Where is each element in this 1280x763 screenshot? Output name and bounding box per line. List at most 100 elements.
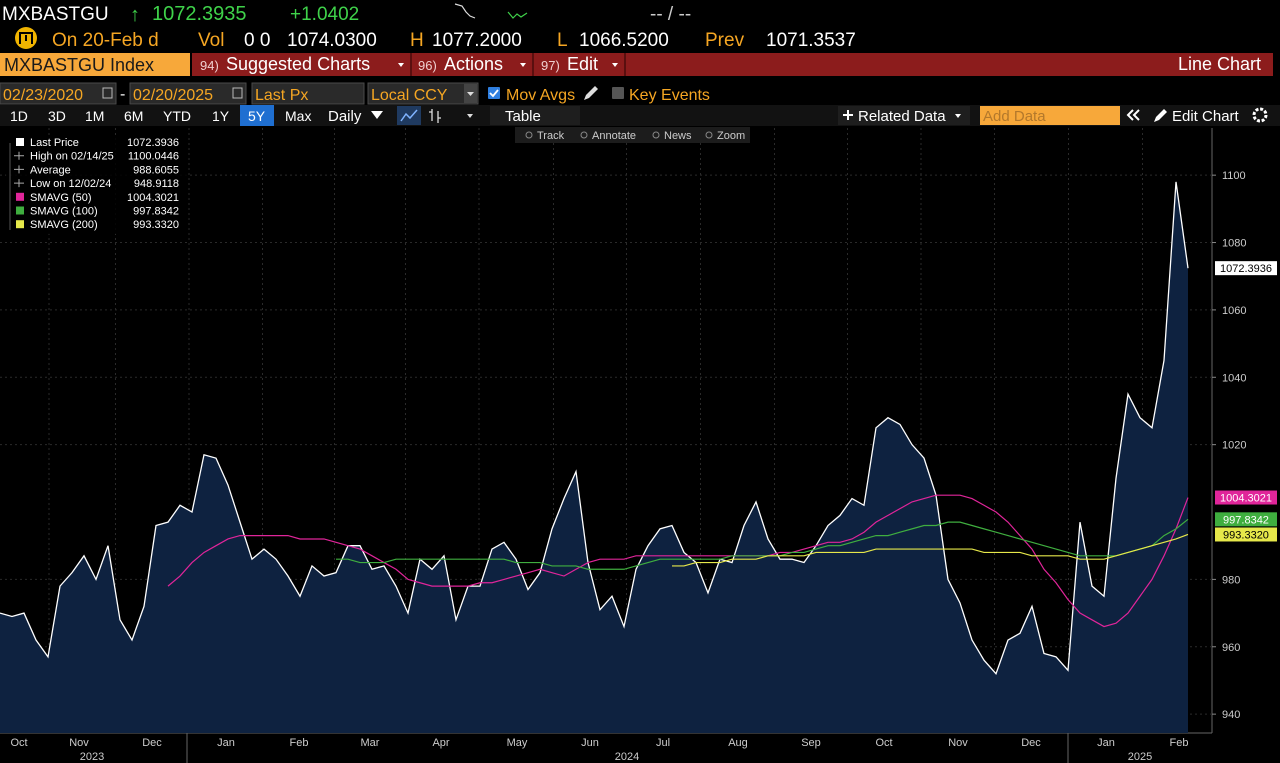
menu-bar — [192, 53, 1273, 76]
dropdown-arrow — [467, 92, 474, 96]
tool-icon — [580, 131, 588, 139]
sparkline-icon — [454, 3, 476, 19]
prev-price: 1071.3537 — [766, 30, 856, 51]
frequency[interactable]: Daily — [328, 108, 362, 125]
period-button[interactable]: Max — [285, 108, 311, 124]
open-price: 1074.0300 — [287, 30, 377, 51]
x-tick-label: Oct — [875, 737, 892, 749]
price-field[interactable]: Last Px — [255, 87, 308, 104]
period-button[interactable]: 1D — [10, 108, 28, 124]
collapse-icon[interactable] — [1126, 109, 1140, 121]
pencil-icon[interactable] — [584, 86, 598, 100]
legend-value: 1004.3021 — [127, 192, 179, 204]
price-area — [0, 181, 1188, 733]
dropdown-arrow — [520, 63, 526, 67]
end-label: 1004.3021 — [1220, 493, 1272, 505]
change-arrow: ↑ — [130, 4, 140, 26]
period-selected — [240, 105, 274, 126]
end-label: 997.8342 — [1223, 514, 1269, 526]
end-label-box — [1215, 490, 1277, 505]
series-line — [0, 181, 1189, 675]
quote-date: On 20-Feb d — [52, 30, 159, 51]
menu-item[interactable]: Suggested Charts — [226, 54, 370, 74]
y-tick-label: 1060 — [1222, 305, 1246, 317]
menu-item[interactable]: Edit — [567, 54, 598, 74]
legend-swatch — [16, 192, 24, 201]
series-line — [336, 518, 1189, 570]
period-button[interactable]: YTD — [163, 108, 191, 124]
legend-label: SMAVG (100) — [30, 206, 98, 218]
related-data-button[interactable] — [838, 106, 970, 125]
legend-label: High on 02/14/25 — [30, 151, 114, 163]
table-button[interactable] — [490, 106, 580, 125]
chart-tool[interactable]: Zoom — [717, 130, 745, 142]
settings-icon[interactable] — [1252, 107, 1268, 123]
plot-series — [0, 181, 1189, 733]
y-tick-label: 1080 — [1222, 238, 1246, 250]
chart-tool[interactable]: News — [664, 130, 692, 142]
tool-icon — [705, 131, 713, 139]
dropdown-arrow — [612, 63, 618, 67]
end-date[interactable]: 02/20/2025 — [133, 87, 213, 104]
start-date[interactable]: 02/23/2020 — [3, 87, 83, 104]
x-tick-label: Oct — [10, 737, 27, 749]
view-name: Line Chart — [1178, 54, 1261, 74]
line-icon — [400, 109, 418, 122]
x-tick-label: Feb — [1170, 737, 1189, 749]
legend-swatch — [16, 138, 24, 146]
menu-key: 96) — [418, 58, 437, 73]
legend-value: 948.9118 — [134, 178, 179, 190]
plus-icon — [843, 110, 853, 120]
currency-box — [367, 82, 479, 105]
sparkline-icon — [507, 11, 528, 19]
last-price: 1072.3935 — [152, 3, 247, 25]
menu-item[interactable]: Actions — [444, 54, 503, 74]
related-data-label: Related Data — [858, 108, 946, 125]
edit-chart-label[interactable]: Edit Chart — [1172, 108, 1240, 125]
period-button[interactable]: 3D — [48, 108, 66, 124]
x-tick-label: Mar — [361, 737, 380, 749]
key-events-checkbox[interactable] — [612, 87, 624, 99]
currency[interactable]: Local CCY — [371, 87, 448, 104]
low-price: 1066.5200 — [579, 30, 669, 51]
volume-label: Vol — [198, 30, 224, 51]
x-tick-label: Nov — [948, 737, 968, 749]
dropdown-arrow — [371, 111, 383, 119]
tool-icon — [525, 131, 533, 139]
low-label: L — [557, 30, 568, 51]
menu-key: 97) — [541, 58, 560, 73]
x-tick-label: Jun — [581, 737, 599, 749]
y-tick-label: 1100 — [1222, 170, 1246, 182]
end-label: 1072.3936 — [1220, 263, 1272, 275]
y-tick-label: 960 — [1222, 642, 1240, 654]
security-name[interactable]: MXBASTGU Index — [4, 55, 154, 75]
key-events-label: Key Events — [629, 87, 710, 104]
date-dash: - — [120, 86, 125, 103]
period-button[interactable]: 1Y — [212, 108, 230, 124]
legend-glyph — [14, 151, 24, 160]
mov-avgs-checkbox[interactable] — [488, 87, 500, 99]
x-year-label: 2023 — [80, 751, 104, 763]
legend-box — [6, 136, 188, 234]
x-tick-label: Nov — [69, 737, 89, 749]
menu-key: 94) — [200, 58, 219, 73]
mov-avgs-label: Mov Avgs — [506, 87, 575, 104]
period-button[interactable]: 6M — [124, 108, 143, 124]
chart-tool[interactable]: Track — [537, 130, 565, 142]
legend-value: 993.3320 — [133, 219, 179, 231]
prev-label: Prev — [705, 30, 745, 51]
dropdown-arrow — [398, 63, 404, 67]
bar-icon[interactable] — [429, 109, 441, 123]
legend-value: 988.6055 — [133, 164, 179, 176]
period-button[interactable]: 5Y — [248, 108, 266, 124]
chart-tool[interactable]: Annotate — [592, 130, 636, 142]
end-label-box — [1215, 512, 1277, 527]
legend-label: Last Price — [30, 137, 79, 149]
x-tick-label: Jan — [217, 737, 235, 749]
add-data-box[interactable] — [980, 106, 1120, 125]
period-button[interactable]: 1M — [85, 108, 104, 124]
series-line — [167, 494, 1189, 628]
x-tick-label: Dec — [142, 737, 162, 749]
chart-type-button[interactable] — [397, 106, 421, 125]
